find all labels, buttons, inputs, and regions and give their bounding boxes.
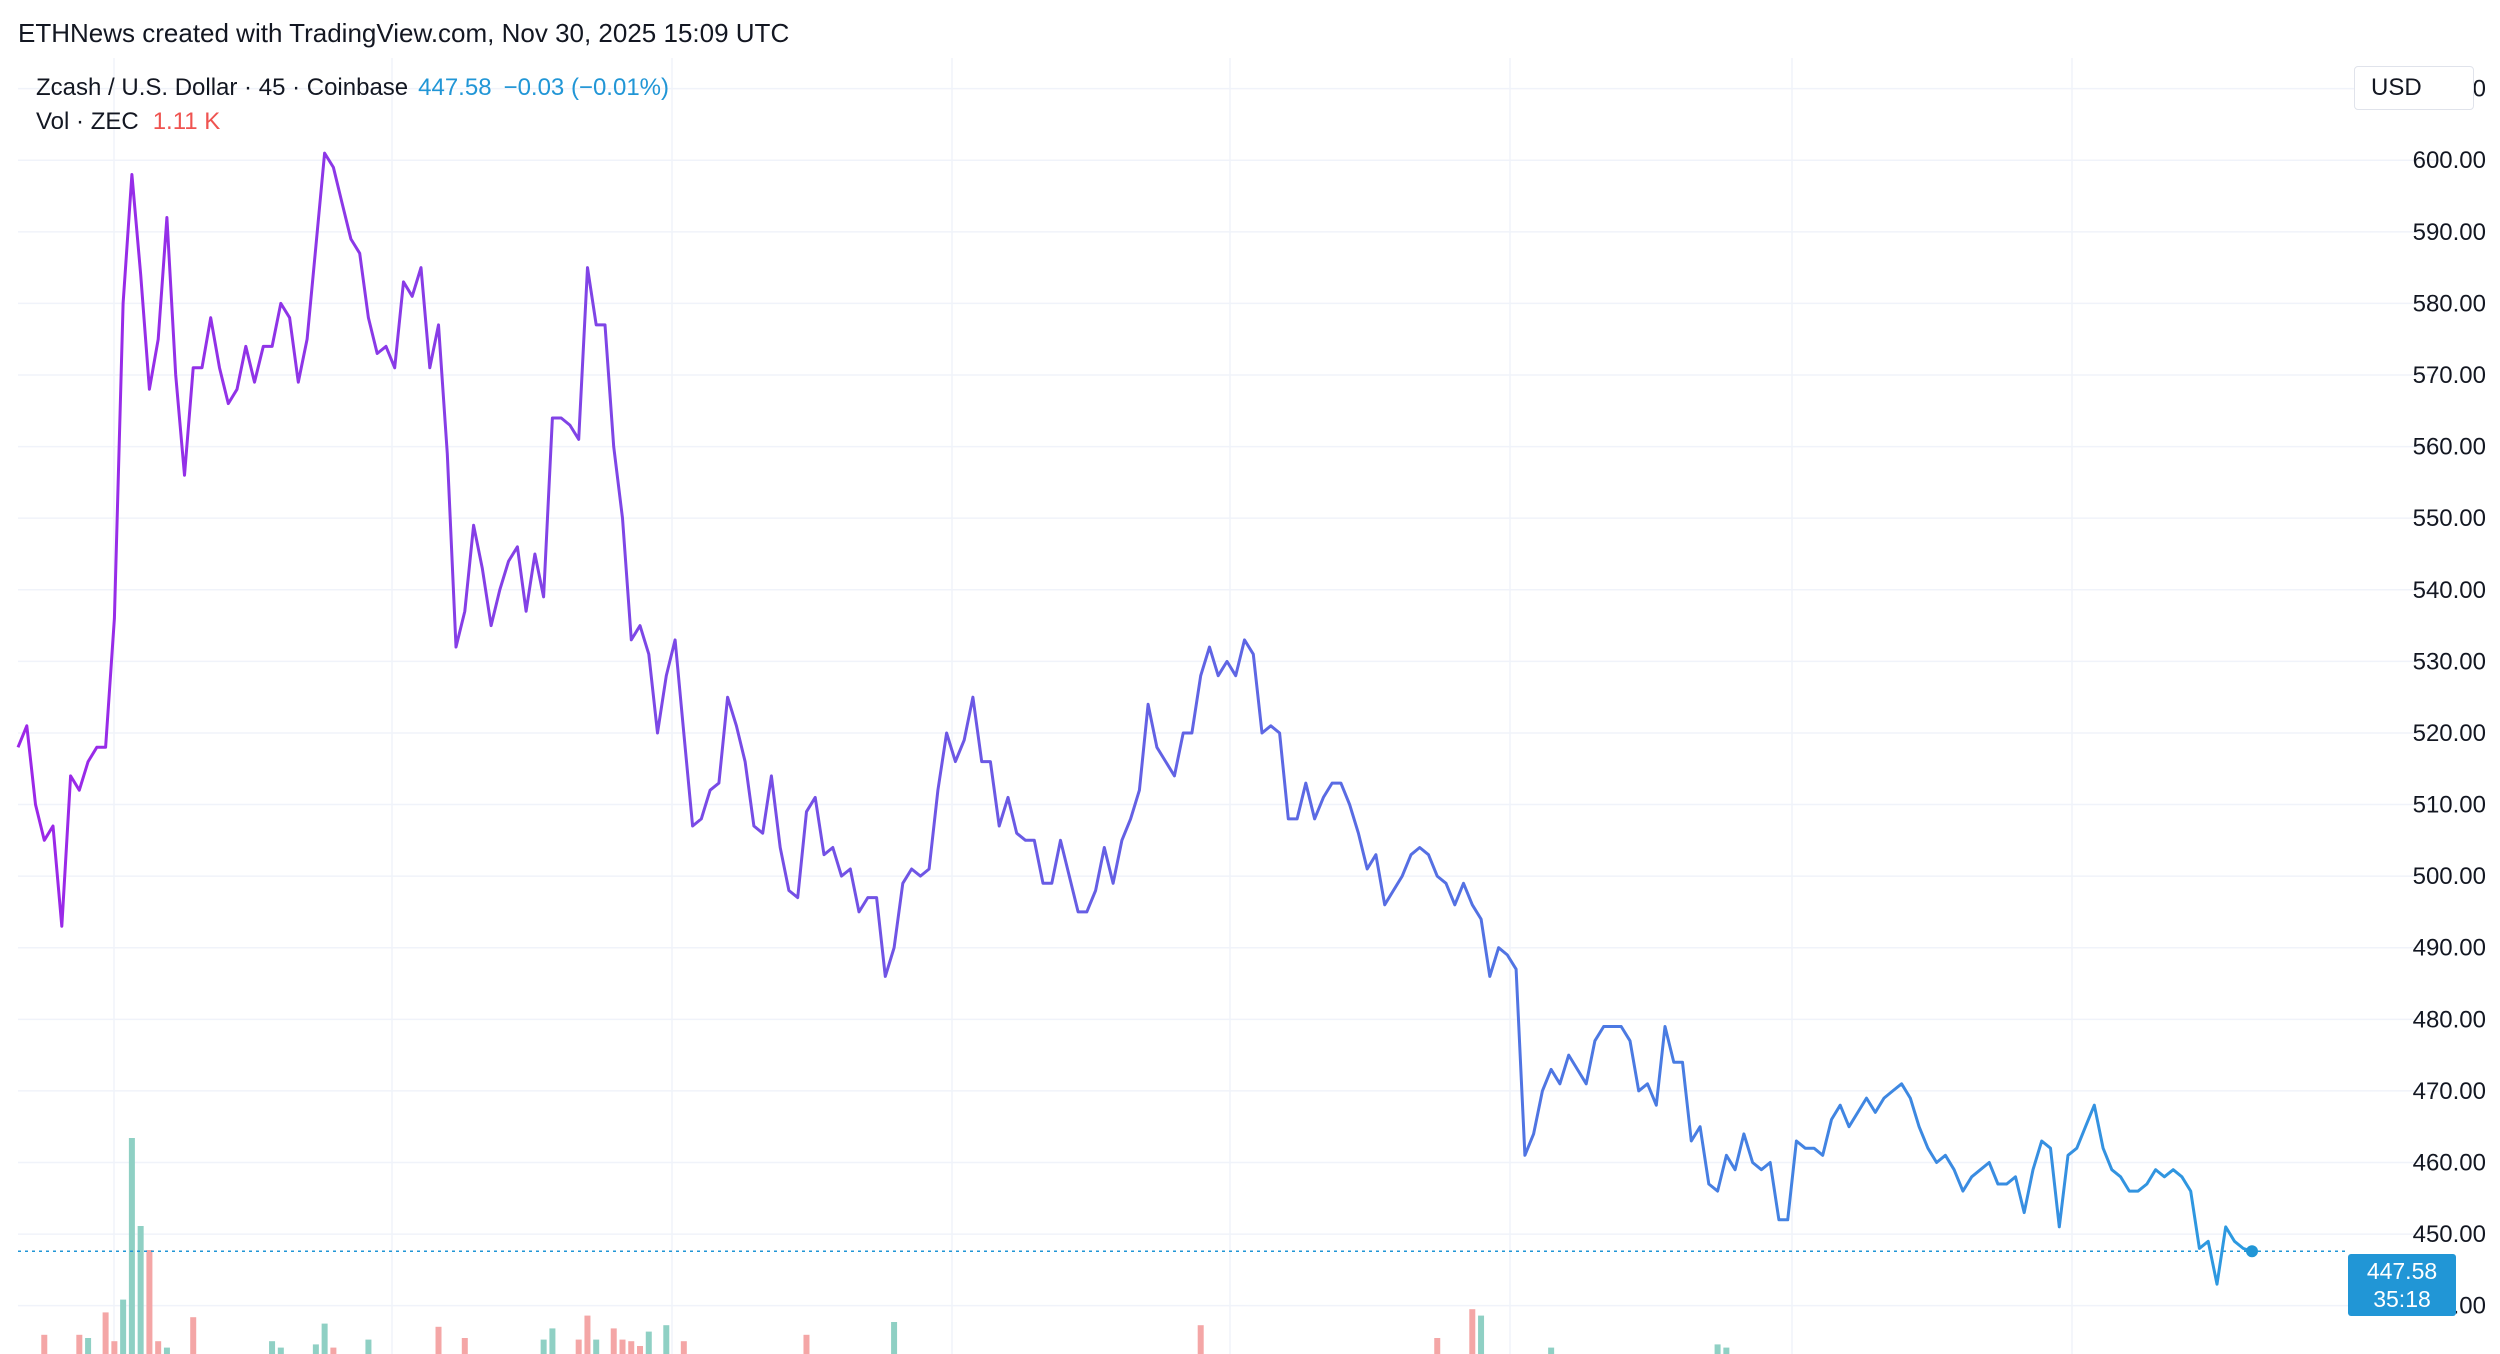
- volume-bar: [663, 1325, 670, 1354]
- volume-bar: [584, 1315, 591, 1354]
- volume-bar: [540, 1339, 547, 1354]
- chart-header-caption: ETHNews created with TradingView.com, No…: [18, 18, 790, 48]
- volume-bar: [163, 1347, 170, 1354]
- chart-grid: [18, 58, 2440, 1354]
- volume-bar: [803, 1334, 810, 1354]
- price-axis-label: 550.00: [2413, 505, 2486, 532]
- volume-bar: [190, 1317, 197, 1354]
- volume-bar: [619, 1339, 626, 1354]
- price-axis-label: 460.00: [2413, 1150, 2486, 1177]
- price-axis-label: 500.00: [2413, 863, 2486, 890]
- volume-bar: [575, 1339, 582, 1354]
- volume-bar: [645, 1331, 652, 1354]
- volume-bar: [365, 1339, 372, 1354]
- volume-bar: [128, 1138, 135, 1354]
- symbol-legend[interactable]: Zcash / U.S. Dollar · 45 · Coinbase 447.5…: [36, 74, 669, 102]
- volume-bar: [1197, 1325, 1204, 1354]
- volume-bar: [85, 1338, 92, 1354]
- price-axis-label: 530.00: [2413, 648, 2486, 675]
- price-axis-label: 490.00: [2413, 935, 2486, 962]
- volume-bar: [137, 1226, 144, 1354]
- bar-countdown: 35:18: [2373, 1286, 2431, 1312]
- current-price-tag: 447.58 35:18: [2348, 1254, 2456, 1316]
- legend-price: 447.58: [418, 74, 492, 101]
- price-axis-label: 520.00: [2413, 720, 2486, 747]
- volume-bar: [277, 1347, 284, 1354]
- volume-bar: [637, 1346, 644, 1354]
- price-line: [16, 151, 2253, 1286]
- volume-bar: [1469, 1309, 1476, 1354]
- volume-bar: [41, 1334, 48, 1354]
- price-axis-label: 570.00: [2413, 362, 2486, 389]
- volume-bar: [269, 1341, 276, 1354]
- volume-bar: [120, 1299, 127, 1354]
- price-axis: 610.00600.00590.00580.00570.00560.00550.…: [2413, 76, 2486, 1320]
- current-price-value: 447.58: [2366, 1258, 2438, 1284]
- price-axis-label: 580.00: [2413, 290, 2486, 317]
- price-axis-label: 600.00: [2413, 147, 2486, 174]
- volume-label: Vol · ZEC: [36, 108, 139, 135]
- volume-bar: [146, 1250, 153, 1354]
- price-axis-label: 540.00: [2413, 577, 2486, 604]
- volume-bar: [1548, 1347, 1555, 1354]
- volume-bars: [41, 1138, 1730, 1354]
- volume-bar: [155, 1341, 162, 1354]
- volume-bar: [461, 1338, 468, 1354]
- currency-button[interactable]: USD: [2354, 66, 2474, 110]
- volume-bar: [76, 1334, 83, 1354]
- price-axis-label: 450.00: [2413, 1221, 2486, 1248]
- volume-value: 1.11 K: [152, 108, 221, 135]
- volume-bar: [435, 1326, 442, 1354]
- volume-bar: [1714, 1344, 1721, 1354]
- volume-bar: [330, 1347, 337, 1354]
- price-axis-label: 480.00: [2413, 1006, 2486, 1033]
- volume-bar: [549, 1328, 556, 1354]
- volume-bar: [1478, 1315, 1485, 1354]
- price-axis-label: 510.00: [2413, 792, 2486, 819]
- volume-bar: [312, 1344, 319, 1354]
- volume-bar: [593, 1339, 600, 1354]
- legend-change: −0.03 (−0.01%): [503, 74, 669, 101]
- volume-bar: [102, 1312, 109, 1354]
- price-axis-label: 470.00: [2413, 1078, 2486, 1105]
- last-price-dot: [2246, 1245, 2258, 1258]
- volume-bar: [891, 1322, 898, 1354]
- volume-legend[interactable]: Vol · ZEC 1.11 K: [36, 108, 220, 136]
- volume-bar: [680, 1341, 687, 1354]
- volume-bar: [1723, 1347, 1730, 1354]
- price-axis-label: 560.00: [2413, 434, 2486, 461]
- symbol-title: Zcash / U.S. Dollar · 45 · Coinbase: [36, 74, 409, 101]
- volume-bar: [610, 1328, 617, 1354]
- volume-bar: [321, 1323, 328, 1354]
- price-axis-label: 590.00: [2413, 219, 2486, 246]
- volume-bar: [111, 1341, 118, 1354]
- volume-bar: [628, 1341, 635, 1354]
- volume-bar: [1434, 1338, 1441, 1354]
